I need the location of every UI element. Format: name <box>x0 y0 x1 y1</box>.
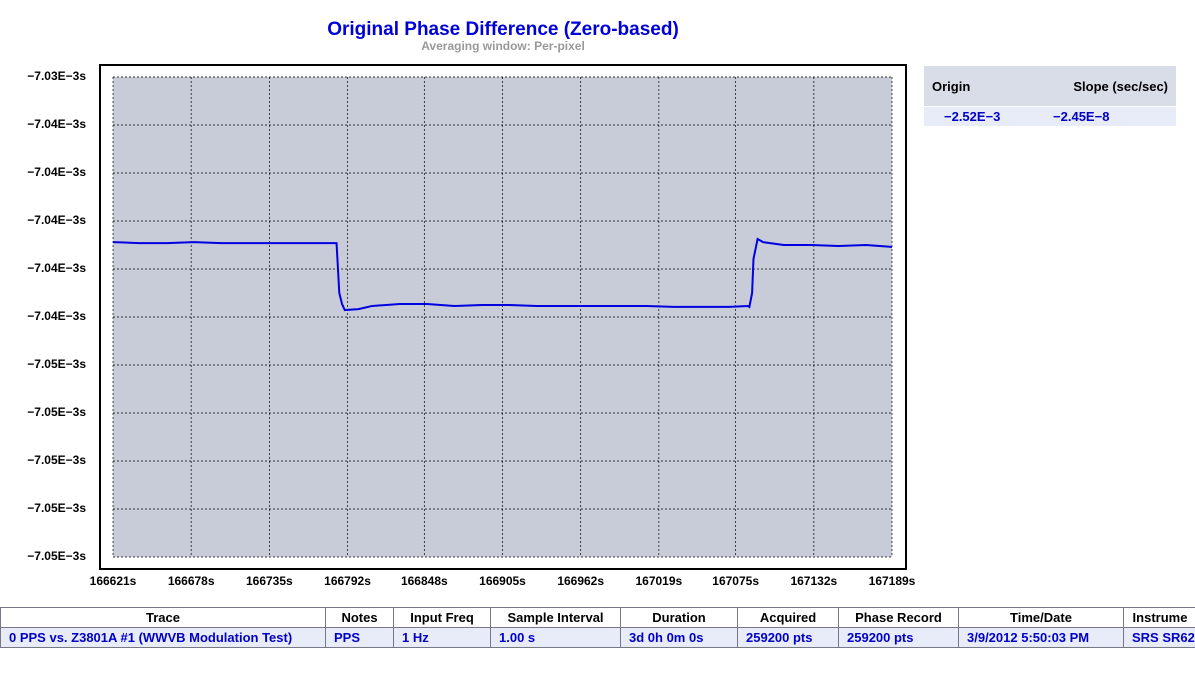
header-cell: Instrume <box>1123 607 1195 628</box>
cell: 3d 0h 0m 0s <box>620 627 738 648</box>
x-tick-label: 166621s <box>90 574 137 588</box>
y-tick-label: −7.04E−3s <box>27 165 86 179</box>
cell: 1.00 s <box>490 627 621 648</box>
x-tick-label: 167019s <box>635 574 682 588</box>
data-line <box>112 237 893 312</box>
y-tick-label: −7.04E−3s <box>27 309 86 323</box>
header-cell: Input Freq <box>393 607 491 628</box>
trace-table: Trace Notes Input Freq Sample Interval Durat… <box>0 607 1195 648</box>
header-cell: Sample Interval <box>490 607 621 628</box>
cell: PPS <box>325 627 394 648</box>
chart: Original Phase Difference (Zero-based) A… <box>27 19 916 588</box>
x-tick-label: 167075s <box>712 574 759 588</box>
x-tick-label: 166848s <box>401 574 448 588</box>
header-cell: Notes <box>325 607 394 628</box>
y-tick-label: −7.05E−3s <box>27 357 86 371</box>
cell: 1 Hz <box>393 627 491 648</box>
fit-table: Origin Slope (sec/sec) −2.52E−3 −2.45E−8 <box>924 66 1176 126</box>
header-cell: Duration <box>620 607 738 628</box>
cell: 259200 pts <box>737 627 839 648</box>
cell: SRS SR62 <box>1123 627 1195 648</box>
x-tick-label: 167132s <box>790 574 837 588</box>
x-tick-label: 166735s <box>246 574 293 588</box>
x-tick-label: 166792s <box>324 574 371 588</box>
y-tick-label: −7.05E−3s <box>27 405 86 419</box>
cell: 3/9/2012 5:50:03 PM <box>958 627 1124 648</box>
y-tick-label: −7.05E−3s <box>27 549 86 563</box>
y-tick-label: −7.04E−3s <box>27 213 86 227</box>
chart-title: Original Phase Difference (Zero-based) <box>327 19 679 40</box>
header-cell: Trace <box>0 607 326 628</box>
cell: 259200 pts <box>838 627 959 648</box>
header-cell: Acquired <box>737 607 839 628</box>
cell: −2.45E−8 <box>1033 106 1176 126</box>
x-tick-label: 166678s <box>168 574 215 588</box>
cell: 0 PPS vs. Z3801A #1 (WWVB Modulation Tes… <box>0 627 326 648</box>
x-tick-label: 166905s <box>479 574 526 588</box>
header-cell: Phase Record <box>838 607 959 628</box>
cell: −2.52E−3 <box>924 106 1034 126</box>
x-tick-label: 167189s <box>869 574 916 588</box>
x-tick-label: 166962s <box>557 574 604 588</box>
header-cell: Time/Date <box>958 607 1124 628</box>
chart-subtitle: Averaging window: Per-pixel <box>421 39 585 53</box>
y-tick-label: −7.05E−3s <box>27 501 86 515</box>
y-tick-label: −7.04E−3s <box>27 117 86 131</box>
y-tick-label: −7.05E−3s <box>27 453 86 467</box>
header-cell: Slope (sec/sec) <box>1033 66 1176 107</box>
y-tick-label: −7.04E−3s <box>27 261 86 275</box>
y-tick-label: −7.03E−3s <box>27 69 86 83</box>
header-cell: Origin <box>924 66 1034 107</box>
